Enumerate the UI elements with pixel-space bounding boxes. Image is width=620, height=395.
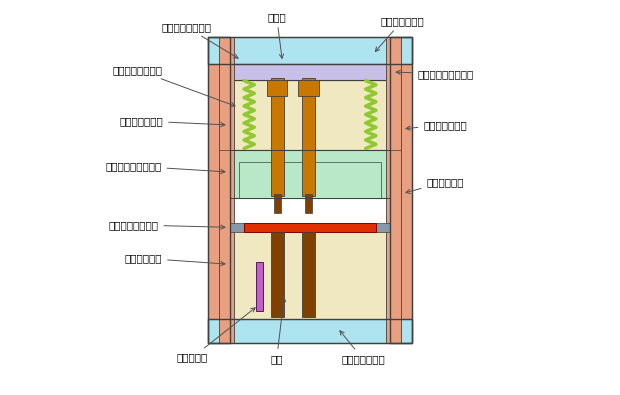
Text: ノックピン: ノックピン bbox=[177, 308, 255, 363]
Bar bbox=[239, 162, 381, 198]
Bar bbox=[386, 64, 401, 150]
Text: バッキングプレート: バッキングプレート bbox=[396, 69, 474, 79]
Text: ストリッパボルト: ストリッパボルト bbox=[161, 22, 238, 58]
Bar bbox=[302, 232, 315, 317]
Bar bbox=[271, 232, 284, 317]
Text: ダイ: ダイ bbox=[270, 297, 286, 364]
Bar bbox=[229, 225, 391, 319]
Text: ガイドブッシュ: ガイドブッシュ bbox=[406, 120, 467, 130]
Text: 位置決めプレート: 位置決めプレート bbox=[108, 220, 225, 230]
Bar bbox=[305, 194, 312, 213]
Text: ダイセット下型: ダイセット下型 bbox=[340, 331, 385, 364]
Text: ガイドポスト: ガイドポスト bbox=[406, 177, 464, 194]
Bar bbox=[386, 37, 401, 342]
Text: バンチ: バンチ bbox=[267, 12, 286, 58]
Bar bbox=[219, 37, 234, 342]
Bar bbox=[302, 78, 315, 196]
Bar bbox=[298, 80, 319, 96]
Text: ダイプレート: ダイプレート bbox=[125, 253, 225, 266]
Bar bbox=[208, 37, 412, 64]
Bar bbox=[376, 224, 391, 232]
Text: コイルスプリング: コイルスプリング bbox=[112, 65, 235, 107]
Bar bbox=[229, 150, 391, 198]
Bar bbox=[208, 37, 412, 64]
Bar bbox=[229, 80, 391, 150]
Bar bbox=[391, 37, 412, 342]
Bar bbox=[208, 319, 412, 342]
Bar bbox=[267, 80, 287, 96]
Bar bbox=[229, 64, 391, 80]
Bar bbox=[273, 194, 281, 213]
Bar bbox=[208, 37, 229, 342]
Bar bbox=[229, 224, 244, 232]
Bar bbox=[208, 37, 229, 342]
Bar bbox=[244, 224, 376, 232]
Bar bbox=[256, 262, 263, 311]
Text: ダイセット上型: ダイセット上型 bbox=[375, 16, 424, 51]
Bar bbox=[271, 78, 284, 196]
Text: バンチプレート: バンチプレート bbox=[120, 116, 225, 127]
Text: ストリッパプレート: ストリッパプレート bbox=[105, 161, 225, 173]
Bar bbox=[229, 150, 391, 198]
Bar bbox=[208, 319, 412, 342]
Bar bbox=[391, 37, 412, 342]
Bar bbox=[219, 64, 234, 150]
Bar bbox=[229, 64, 391, 150]
